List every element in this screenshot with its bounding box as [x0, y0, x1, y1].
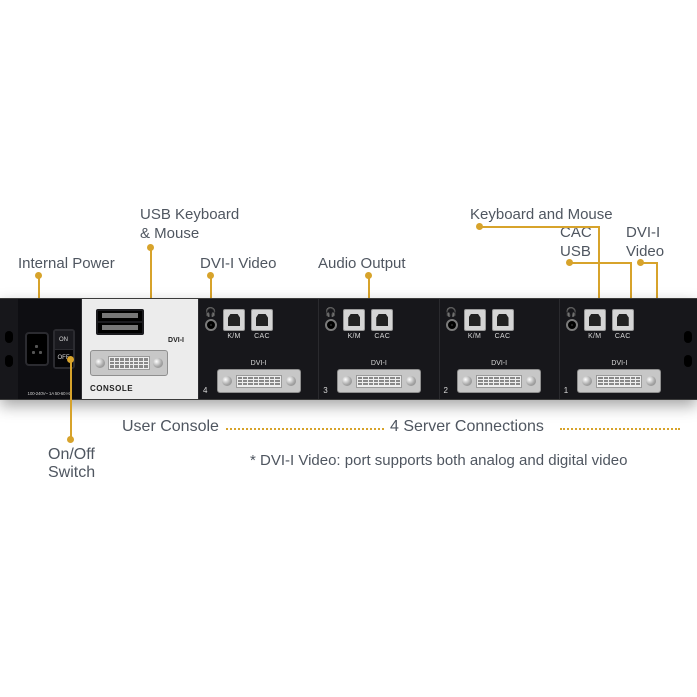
rack-hole: [684, 331, 692, 343]
usb-b-cac[interactable]: [371, 309, 393, 331]
port-label-dvi: DVI-I: [611, 360, 627, 367]
port-label-cac: CAC: [374, 333, 390, 340]
usb-b-km[interactable]: [223, 309, 245, 331]
dotted-line-left: [226, 428, 384, 430]
label-onoff: On/Off Switch: [48, 446, 95, 482]
server-number: 3: [323, 386, 327, 395]
server-number: 1: [564, 386, 568, 395]
rack-hole: [5, 331, 13, 343]
kvm-device: ON OFF 100-240V~ 1A 50-60 Hz DVI-I CONSO…: [0, 298, 697, 400]
port-label-dvi: DVI-I: [371, 360, 387, 367]
label-usb: USB: [560, 243, 591, 260]
label-user-console: User Console: [122, 418, 219, 436]
port-label-km: K/M: [348, 333, 361, 340]
label-dvi-i: DVI-I: [626, 224, 660, 241]
dvi-label-text: DVI-I: [168, 337, 184, 344]
port-label-km: K/M: [227, 333, 240, 340]
headphone-icon: 🎧: [446, 307, 457, 318]
label-internal-power: Internal Power: [18, 255, 115, 274]
leader-dvi-right-h: [640, 262, 656, 264]
label-cac-usb: CAC USB: [560, 224, 592, 262]
usb-b-cac[interactable]: [612, 309, 634, 331]
label-usb-kbm: USB Keyboard & Mouse: [140, 206, 239, 244]
dvi-port[interactable]: [337, 369, 421, 393]
port-label-dvi: DVI-I: [491, 360, 507, 367]
label-server-connections: 4 Server Connections: [390, 418, 544, 436]
port-label-dvi: DVI-I: [251, 360, 267, 367]
audio-jack[interactable]: [325, 319, 337, 331]
console-text: CONSOLE: [90, 384, 190, 393]
leader-dot: [147, 244, 154, 251]
headphone-icon: 🎧: [325, 307, 336, 318]
label-usb-kbm-l1: USB Keyboard: [140, 206, 239, 223]
iec-inlet: [25, 332, 49, 366]
label-dvi-video: DVI-I Video: [200, 255, 276, 274]
port-label-cac: CAC: [615, 333, 631, 340]
leader-kbm-h: [480, 226, 598, 228]
port-label-km: K/M: [588, 333, 601, 340]
headphone-icon: 🎧: [205, 307, 216, 318]
label-kbm: Keyboard and Mouse: [470, 206, 613, 225]
audio-jack[interactable]: [566, 319, 578, 331]
rack-ear-right: [679, 299, 697, 399]
port-label-km: K/M: [468, 333, 481, 340]
dvi-port[interactable]: [577, 369, 661, 393]
label-video: Video: [626, 243, 664, 260]
console-block: DVI-I CONSOLE: [82, 299, 198, 399]
leader-dot: [566, 259, 573, 266]
usb-a-port[interactable]: [98, 311, 142, 321]
usb-a-stack[interactable]: [96, 309, 144, 335]
footnote: * DVI-I Video: port supports both analog…: [250, 452, 627, 469]
rocker-on: ON: [55, 331, 73, 350]
label-audio-output: Audio Output: [318, 255, 406, 274]
leader-dot: [67, 356, 74, 363]
audio-jack[interactable]: [205, 319, 217, 331]
server-port-2: 🎧 K/M CAC DVI-I: [439, 299, 559, 399]
rack-hole: [5, 355, 13, 367]
server-port-4: 🎧 K/M CAC DVI-I: [198, 299, 318, 399]
server-connections: 🎧 K/M CAC DVI-I: [198, 299, 679, 399]
diagram-canvas: Internal Power USB Keyboard & Mouse DVI-…: [0, 0, 697, 697]
leader-dot: [207, 272, 214, 279]
audio-jack[interactable]: [446, 319, 458, 331]
dotted-line-right: [560, 428, 680, 430]
rack-hole: [684, 355, 692, 367]
port-label-cac: CAC: [495, 333, 511, 340]
port-label-cac: CAC: [254, 333, 270, 340]
dvi-port[interactable]: [457, 369, 541, 393]
leader-dot: [67, 436, 74, 443]
label-dvi-i-video: DVI-I Video: [626, 224, 664, 262]
power-block: ON OFF 100-240V~ 1A 50-60 Hz: [18, 299, 82, 399]
usb-b-km[interactable]: [343, 309, 365, 331]
label-usb-kbm-l2: & Mouse: [140, 225, 199, 242]
server-port-3: 🎧 K/M CAC DVI-I: [318, 299, 438, 399]
usb-b-km[interactable]: [464, 309, 486, 331]
server-number: 4: [203, 386, 207, 395]
leader-dot: [476, 223, 483, 230]
leader-dot: [365, 272, 372, 279]
usb-b-cac[interactable]: [251, 309, 273, 331]
leader-onoff: [70, 360, 72, 438]
usb-b-km[interactable]: [584, 309, 606, 331]
usb-a-port[interactable]: [98, 323, 142, 333]
leader-dot: [35, 272, 42, 279]
leader-cac-h: [570, 262, 630, 264]
server-port-1: 🎧 K/M CAC DVI-I: [559, 299, 679, 399]
label-onoff-l2: Switch: [48, 464, 95, 481]
usb-b-cac[interactable]: [492, 309, 514, 331]
dvi-port-console[interactable]: [90, 350, 168, 376]
rack-ear-left: [0, 299, 18, 399]
headphone-icon: 🎧: [566, 307, 577, 318]
dvi-port[interactable]: [217, 369, 301, 393]
server-number: 2: [444, 386, 448, 395]
label-onoff-l1: On/Off: [48, 446, 95, 463]
